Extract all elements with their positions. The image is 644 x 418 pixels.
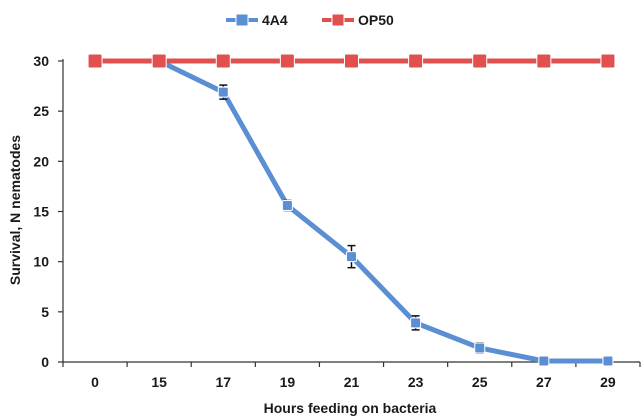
data-point-4a4 [538,355,550,367]
data-point-4a4 [346,251,357,263]
data-point-4a4 [410,317,422,329]
x-tick-label: 27 [536,374,552,390]
x-tick-label: 19 [280,374,296,390]
x-axis-title: Hours feeding on bacteria [264,400,437,416]
data-point-op50 [87,53,103,69]
y-tick-label: 0 [41,354,49,370]
data-point-op50 [408,53,424,69]
data-point-op50 [279,53,295,69]
legend-label-4a4: 4A4 [262,12,288,28]
x-tick-label: 23 [408,374,424,390]
x-tick-label: 0 [91,374,99,390]
chart-legend: 4A4 OP50 [226,12,394,28]
y-tick-label: 20 [33,153,49,169]
x-tick-label: 25 [472,374,488,390]
data-point-op50 [215,53,231,69]
data-point-4a4 [217,86,229,98]
x-tick-label: 21 [344,374,360,390]
y-tick-label: 15 [33,204,49,220]
data-point-op50 [344,53,359,69]
y-axis-title: Survival, N nematodes [7,135,23,285]
data-point-4a4 [281,199,293,211]
y-tick-label: 30 [33,53,49,69]
legend-label-op50: OP50 [358,12,394,28]
legend-marker-4a4 [235,13,249,27]
data-point-4a4 [602,355,614,367]
series-line-4a4 [156,58,611,364]
data-point-4a4 [474,342,486,354]
data-point-op50 [151,53,167,69]
plot-area: 0 5 10 15 20 25 30 0 15 17 19 21 23 25 27 29 [33,53,641,390]
data-point-op50 [472,53,488,69]
x-tick-label: 15 [151,374,167,390]
x-tick-label: 29 [600,374,616,390]
x-tick-label: 17 [215,374,231,390]
y-tick-label: 25 [33,103,49,119]
data-point-op50 [536,53,552,69]
y-tick-label: 5 [41,304,49,320]
y-tick-label: 10 [33,254,49,270]
data-point-op50 [600,53,616,69]
legend-marker-op50 [331,13,345,27]
